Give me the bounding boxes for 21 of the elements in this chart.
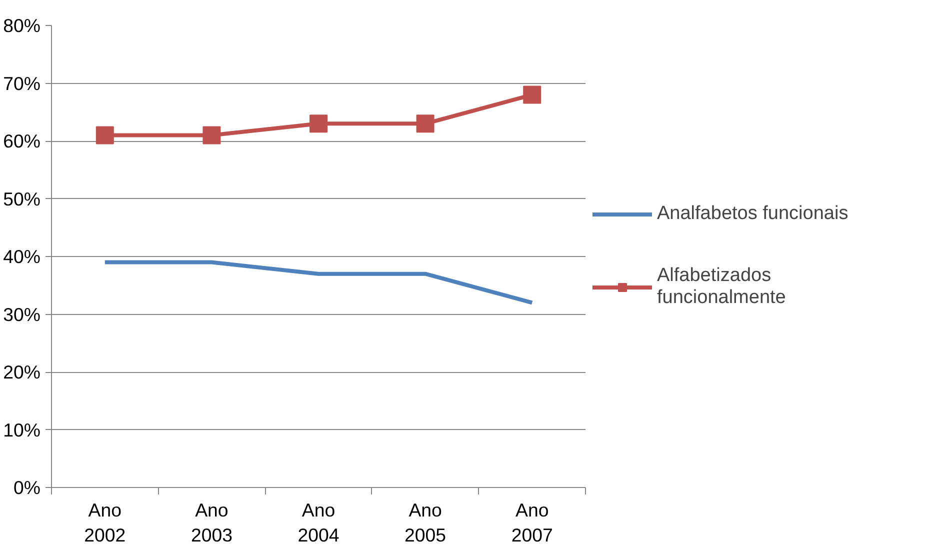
legend-label: Alfabetizados funcionalmente [657,265,786,309]
x-tick-label: Ano 2003 [190,500,232,546]
x-tick-label: Ano 2004 [298,500,340,546]
y-tick-label: 80% [3,15,41,36]
y-tick-label: 30% [3,304,41,325]
y-tick-label: 70% [3,72,41,94]
y-tick-label: 0% [14,477,41,498]
y-tick-label: 10% [3,419,41,440]
point [523,86,542,104]
point [96,126,114,144]
x-tick-label: Ano 2005 [404,500,446,546]
y-tick-label: 50% [3,188,41,210]
legend-label: Analfabetos funcionais [657,203,848,225]
point [202,126,221,144]
y-tick-label: 60% [3,130,41,152]
x-tick-label: Ano 2002 [84,500,126,546]
point [310,114,328,133]
x-tick-label: Ano 2007 [511,500,553,546]
y-tick-label: 40% [3,246,41,267]
point [416,114,434,133]
y-tick-label: 20% [3,362,41,382]
